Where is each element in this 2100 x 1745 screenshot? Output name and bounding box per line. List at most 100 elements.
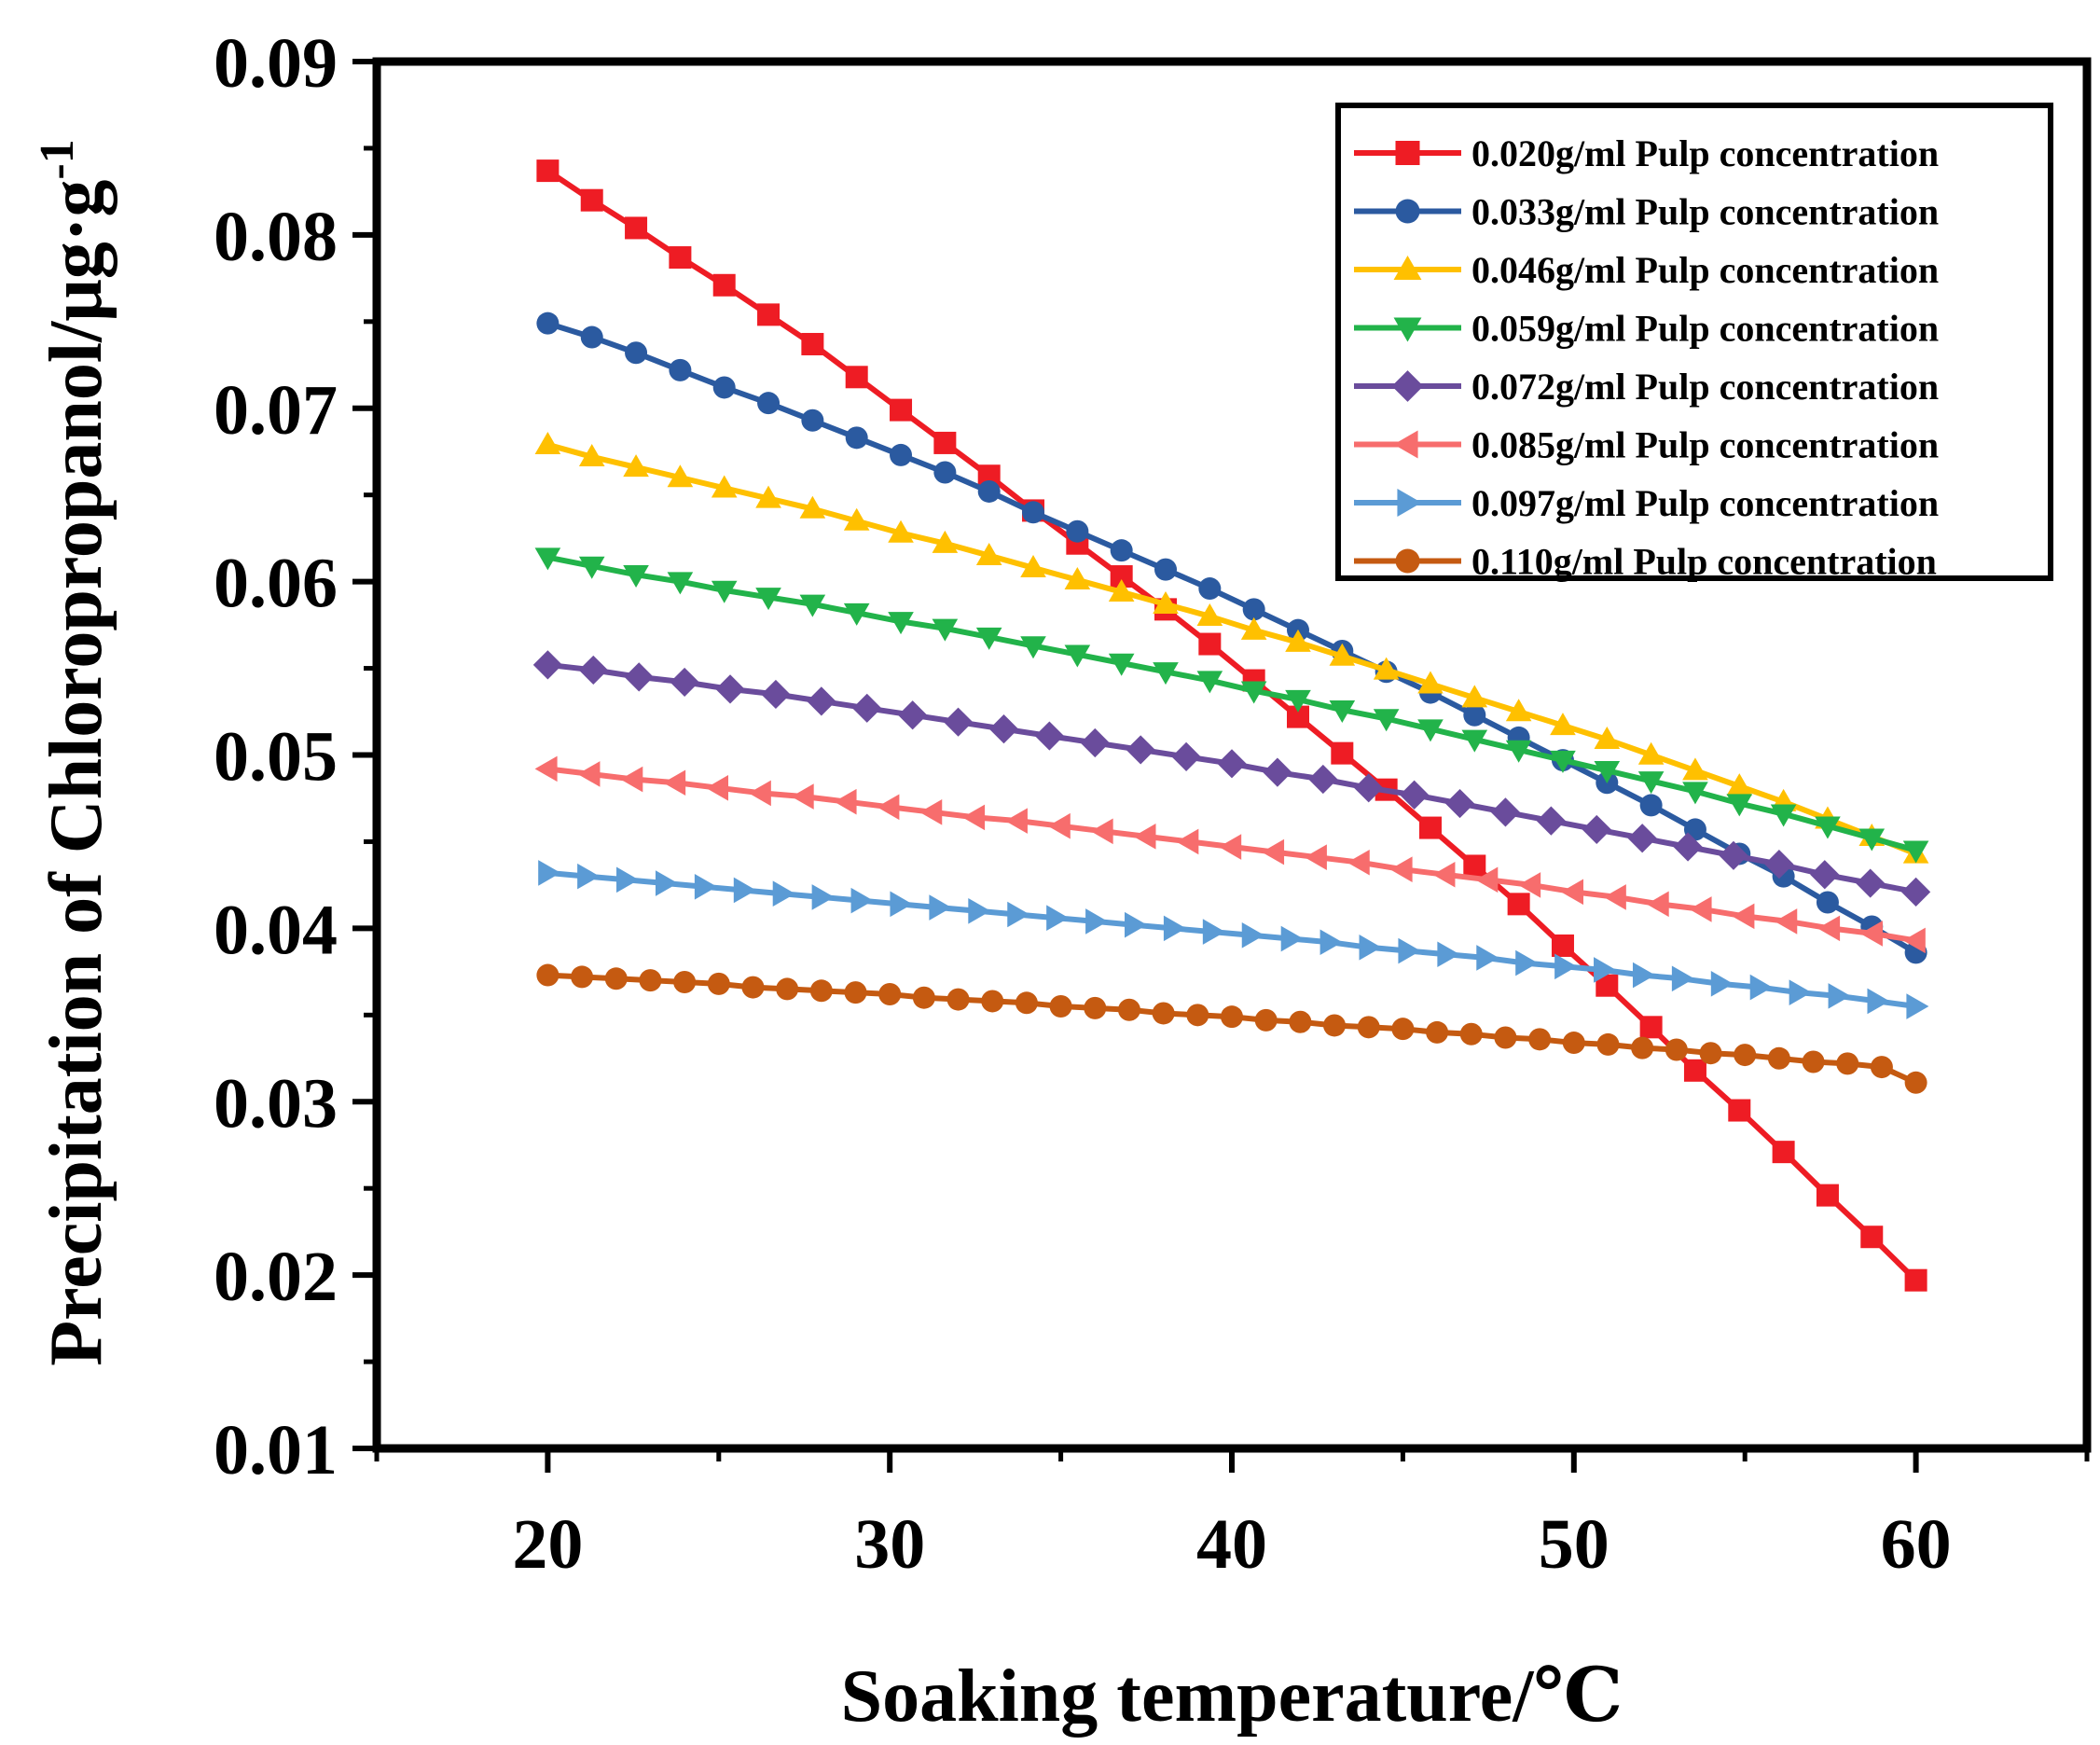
data-point [1084, 996, 1107, 1019]
data-point [919, 799, 943, 825]
legend-item: 0.033g/ml Pulp concentration [1354, 191, 1939, 233]
data-point [1594, 726, 1621, 749]
data-point [1176, 828, 1199, 855]
series-6 [534, 755, 1926, 954]
data-point [1426, 1020, 1449, 1044]
data-point [1518, 872, 1541, 898]
data-point [888, 519, 914, 543]
legend-marker [1395, 141, 1420, 165]
legend-item: 0.097g/ml Pulp concentration [1354, 482, 1939, 524]
data-point [1066, 519, 1089, 543]
x-tick-label: 40 [1196, 1505, 1267, 1584]
legend-label: 0.085g/ml Pulp concentration [1471, 424, 1939, 466]
series-1 [536, 159, 1927, 1292]
data-point [1117, 998, 1140, 1021]
data-point [1726, 773, 1753, 796]
data-point [888, 612, 914, 635]
legend-label: 0.097g/ml Pulp concentration [1471, 482, 1939, 524]
data-point [1858, 828, 1886, 852]
y-axis-title-main: Precipitation of Chloropropanol/μg·g [35, 180, 117, 1366]
data-point [1198, 632, 1222, 656]
series-8 [536, 963, 1927, 1094]
y-tick-label: 0.05 [214, 718, 338, 796]
data-point [623, 454, 649, 478]
data-point [1323, 1014, 1347, 1037]
data-point [1646, 891, 1669, 918]
data-point [757, 303, 781, 326]
data-point [890, 891, 913, 918]
y-tick-label: 0.07 [214, 371, 338, 450]
data-point [624, 662, 654, 692]
data-point [712, 273, 736, 297]
data-point [1202, 919, 1225, 945]
data-point [1749, 974, 1773, 1001]
data-point [1682, 757, 1708, 781]
legend-label: 0.072g/ml Pulp concentration [1471, 366, 1939, 408]
data-point [1856, 868, 1886, 898]
data-point [1596, 1032, 1620, 1056]
data-point [1859, 921, 1883, 947]
data-point [1196, 603, 1223, 626]
series-7 [538, 860, 1929, 1019]
data-point [776, 977, 799, 1001]
data-point [577, 761, 601, 787]
series-4 [534, 547, 1929, 864]
data-point [1764, 850, 1794, 879]
data-point [1280, 925, 1304, 952]
data-point [834, 788, 857, 815]
legend-marker [1395, 548, 1420, 574]
data-point [1810, 860, 1840, 890]
data-point [1505, 699, 1532, 722]
data-point [968, 897, 991, 924]
data-point [1528, 1028, 1552, 1051]
data-point [1490, 797, 1521, 827]
data-point [877, 794, 900, 821]
data-point [620, 766, 643, 793]
data-point [1639, 1016, 1663, 1039]
data-point [1319, 929, 1343, 956]
data-point [667, 464, 694, 488]
data-point [534, 755, 558, 782]
data-point [1594, 761, 1621, 784]
data-point [1432, 861, 1456, 888]
data-point [604, 967, 628, 990]
data-point [852, 693, 882, 723]
data-point [1775, 908, 1798, 935]
legend-item: 0.085g/ml Pulp concentration [1354, 424, 1939, 466]
data-point [711, 580, 738, 603]
data-point [1639, 794, 1663, 817]
data-point [890, 398, 913, 422]
data-point [1515, 949, 1539, 976]
data-point [1163, 915, 1186, 942]
data-point [755, 588, 781, 611]
y-tick-label: 0.04 [214, 891, 338, 969]
data-point [878, 983, 902, 1006]
data-point [1476, 945, 1499, 971]
data-point [1817, 915, 1841, 942]
legend-marker [1395, 199, 1420, 224]
legend-marker [1397, 489, 1422, 517]
data-point [791, 783, 814, 810]
data-point [1594, 957, 1617, 983]
data-point [712, 376, 736, 399]
data-point [912, 986, 935, 1009]
data-point [1867, 988, 1890, 1015]
data-point [711, 475, 738, 498]
data-point [1828, 983, 1851, 1009]
data-point [975, 542, 1002, 565]
data-point [534, 547, 561, 571]
data-point [1125, 911, 1147, 938]
data-point [1171, 741, 1201, 771]
data-point [1242, 598, 1265, 621]
y-tick-label: 0.09 [214, 24, 338, 103]
data-point [1108, 578, 1135, 602]
data-point [538, 860, 561, 886]
legend-item: 0.110g/ml Pulp concentration [1354, 541, 1937, 583]
data-point [1398, 937, 1421, 964]
data-point [733, 877, 756, 904]
data-point [1186, 1004, 1209, 1027]
data-point [1673, 832, 1703, 862]
data-point [772, 880, 795, 907]
data-point [1554, 953, 1578, 980]
data-point [1550, 713, 1576, 736]
